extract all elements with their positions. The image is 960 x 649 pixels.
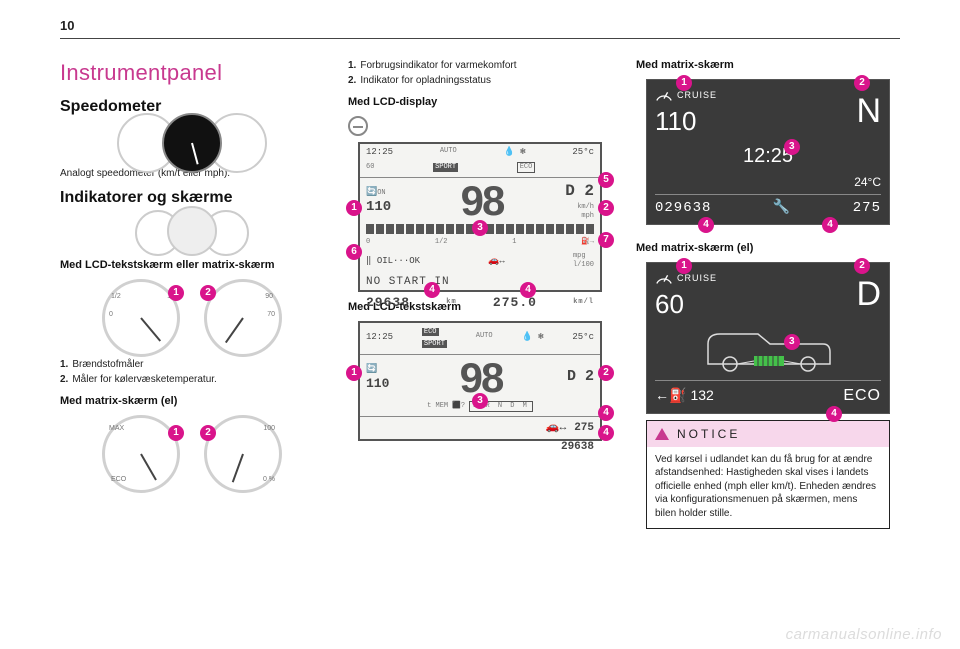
callout-5: 5 (598, 172, 614, 188)
callout-6: 6 (346, 244, 362, 260)
callout-3b: 3 (472, 393, 488, 409)
callout-4a: 4 (424, 282, 440, 298)
matrix-display-figure: CRUISE 110 N 12:25 24°C 029638 🔧 275 1 (636, 79, 900, 225)
callout-2e: 2 (854, 75, 870, 91)
two-dial-figure-el: MAX ECO 100 0 % 1 2 (60, 415, 324, 493)
callout-2b: 2 (200, 425, 216, 441)
column-1: Instrumentpanel Speedometer Analogt spee… (60, 58, 324, 529)
callout-4b: 4 (520, 282, 536, 298)
list-item-coolant: 2.Måler for kølervæsketemperatur. (60, 373, 324, 387)
notice-title: NOTICE (677, 426, 740, 442)
callout-4f: 4 (822, 217, 838, 233)
heading-indikatorer: Indikatorer og skærme (60, 187, 324, 209)
callout-2c: 2 (598, 200, 614, 216)
callout-1b: 1 (168, 425, 184, 441)
callout-4e: 4 (698, 217, 714, 233)
list-item-heat-comfort: 1.Forbrugsindikator for varmekomfort (348, 59, 612, 73)
subhead-matrix-el-1: Med matrix-skærm (el) (60, 394, 324, 409)
notice-box: NOTICE Ved kørsel i udlandet kan du få b… (646, 420, 890, 530)
callout-7: 7 (598, 232, 614, 248)
callout-4c: 4 (598, 405, 614, 421)
callout-4d: 4 (598, 425, 614, 441)
list-item-fuel: 1.Brændstofmåler (60, 358, 324, 372)
lcd-text-figure: 12:25 ECOSPORT AUTO💧 ❄25°c 🔄 110 98 D 2 (348, 321, 612, 441)
gauge-icon (655, 269, 673, 287)
notice-body: Ved kørsel i udlandet kan du få brug for… (647, 447, 889, 529)
callout-3c: 3 (784, 139, 800, 155)
van-chassis-icon (698, 326, 838, 376)
callout-1: 1 (168, 285, 184, 301)
top-rule (60, 38, 900, 39)
callout-1e: 1 (676, 75, 692, 91)
page: 10 Instrumentpanel Speedometer Analogt s… (0, 0, 960, 649)
matrix-el-figure: CRUISE 60 D (636, 262, 900, 414)
callout-1c: 1 (346, 200, 362, 216)
callout-2d: 2 (598, 365, 614, 381)
callout-3: 3 (472, 220, 488, 236)
indicators-figure (60, 214, 324, 250)
speedometer-figure (60, 123, 324, 163)
subhead-matrix-el: Med matrix-skærm (el) (636, 241, 900, 256)
columns: Instrumentpanel Speedometer Analogt spee… (60, 58, 900, 529)
column-3: Med matrix-skærm CRUISE 110 N 12:25 (636, 58, 900, 529)
subhead-lcd-display: Med LCD-display (348, 95, 612, 110)
lcd-display-figure: 12:25AUTO💧 ❄25°c 60SPORTECO 🔄ON 110 98 D… (348, 142, 612, 292)
callout-4g: 4 (826, 406, 842, 422)
steering-wheel-icon (348, 116, 368, 136)
page-number: 10 (60, 18, 74, 33)
heading-instrumentpanel: Instrumentpanel (60, 58, 324, 88)
subhead-lcd-or-matrix: Med LCD-tekstskærm eller matrix-skærm (60, 258, 324, 273)
notice-header: NOTICE (647, 421, 889, 447)
column-2: 1.Forbrugsindikator for varmekomfort 2.I… (348, 58, 612, 529)
callout-3d: 3 (784, 334, 800, 350)
watermark: carmanualsonline.info (786, 626, 942, 643)
callout-1f: 1 (676, 258, 692, 274)
list-item-charge-status: 2.Indikator for opladningsstatus (348, 74, 612, 88)
two-dial-figure-fuel-temp: 0 1/2 1 90 70 1 2 (60, 279, 324, 357)
callout-2f: 2 (854, 258, 870, 274)
callout-1d: 1 (346, 365, 362, 381)
warning-triangle-icon (655, 428, 669, 440)
gauge-icon (655, 86, 673, 104)
subhead-matrix: Med matrix-skærm (636, 58, 900, 73)
